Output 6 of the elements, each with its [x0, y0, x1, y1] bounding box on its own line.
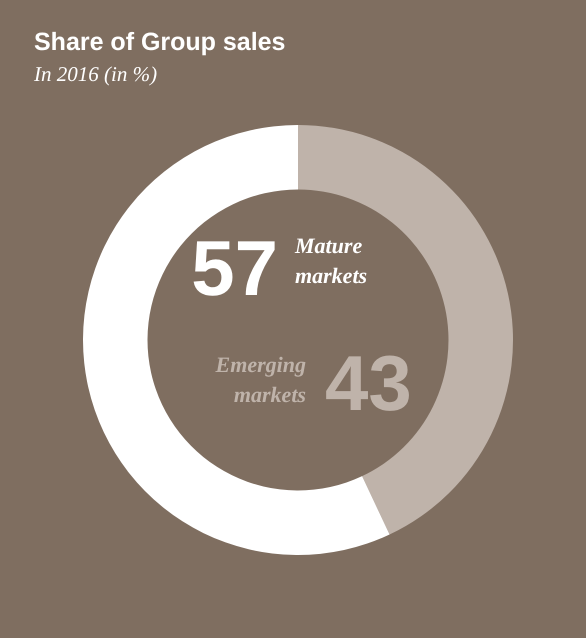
chart-title: Share of Group sales	[34, 28, 286, 57]
chart-subtitle: In 2016 (in %)	[34, 62, 158, 87]
data-label: 43	[325, 339, 412, 427]
slice-label: Mature markets	[294, 233, 368, 288]
data-label: 57	[191, 224, 278, 312]
slice-label: Emerging markets	[214, 352, 306, 407]
